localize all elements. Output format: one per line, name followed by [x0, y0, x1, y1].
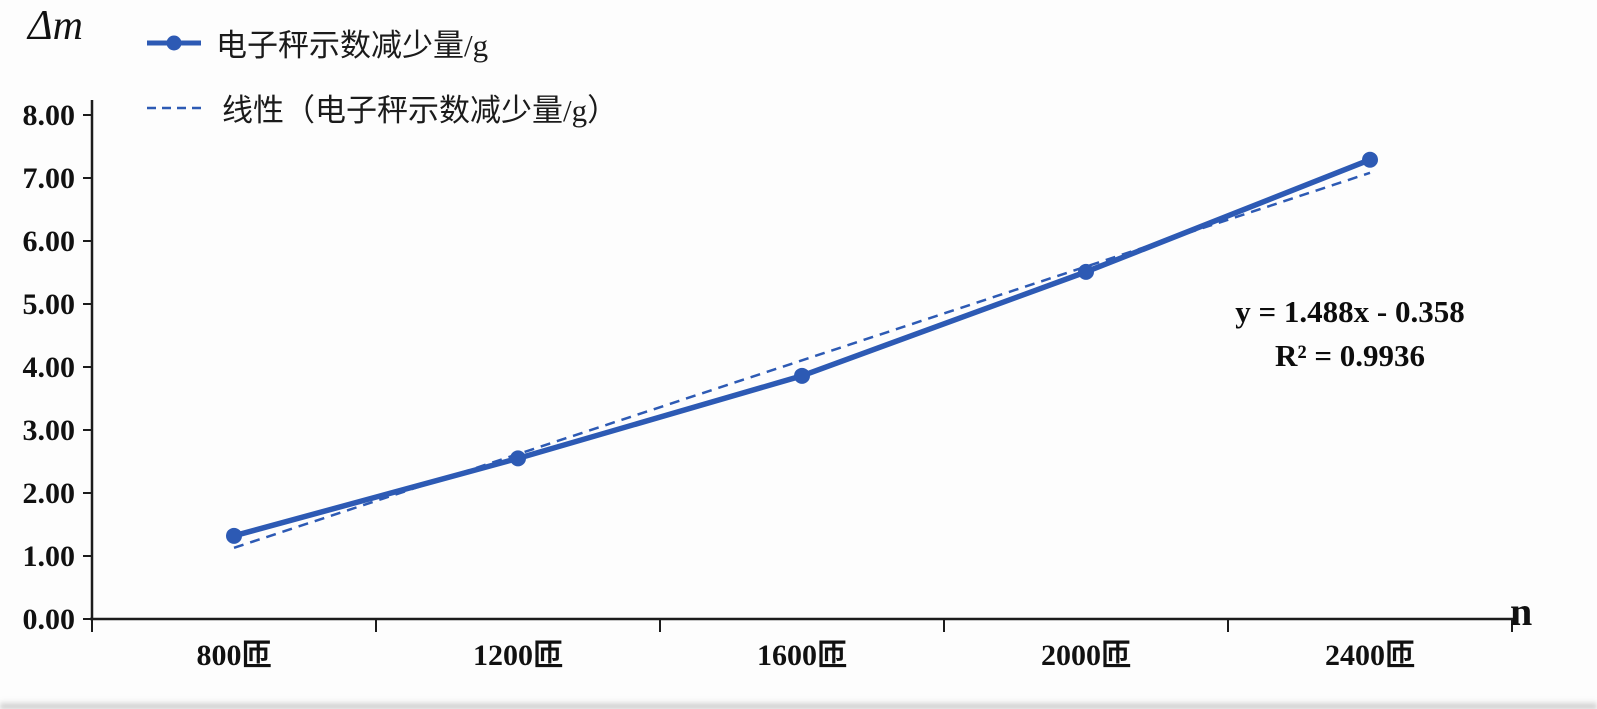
- x-axis-title: n: [1510, 589, 1533, 634]
- x-category-label: 1200匝: [473, 639, 563, 672]
- y-tick-label: 5.00: [23, 288, 76, 321]
- data-point-marker: [510, 450, 526, 467]
- trendline: [233, 171, 1371, 549]
- legend-item-trendline: 线性（电子秤示数减少量/g）: [146, 85, 618, 130]
- x-category-label: 2000匝: [1041, 639, 1131, 672]
- y-tick-label: 0.00: [23, 603, 76, 636]
- dashed-line-icon: [147, 106, 207, 109]
- legend: 电子秤示数减少量/g 线性（电子秤示数减少量/g）: [146, 20, 618, 130]
- y-tick-label: 6.00: [23, 225, 76, 258]
- legend-label-trendline: 线性（电子秤示数减少量/g）: [222, 93, 619, 128]
- r-squared-line: R² = 0.9936: [1274, 338, 1426, 373]
- y-tick-label: 2.00: [23, 477, 76, 510]
- y-tick-label: 1.00: [23, 540, 76, 573]
- y-tick-label: 8.00: [23, 99, 76, 132]
- legend-item-series: 电子秤示数减少量/g: [146, 20, 618, 65]
- y-tick-label: 3.00: [23, 414, 76, 447]
- data-point-marker: [1078, 263, 1094, 280]
- data-point-marker: [1362, 151, 1378, 168]
- x-category-label: 1600匝: [757, 639, 847, 672]
- solid-line-dot-icon: [147, 35, 201, 50]
- data-point-marker: [226, 527, 242, 544]
- data-point-marker: [794, 367, 810, 384]
- legend-label-series: 电子秤示数减少量/g: [216, 28, 489, 63]
- y-tick-label: 7.00: [23, 162, 76, 195]
- y-axis-title: Δm: [28, 3, 83, 49]
- x-category-label: 2400匝: [1325, 639, 1415, 672]
- y-tick-label: 4.00: [23, 351, 76, 384]
- trendline-equation: y = 1.488x - 0.358 R² = 0.9936: [1190, 290, 1510, 378]
- equation-line: y = 1.488x - 0.358: [1235, 294, 1465, 329]
- x-category-label: 800匝: [197, 639, 272, 672]
